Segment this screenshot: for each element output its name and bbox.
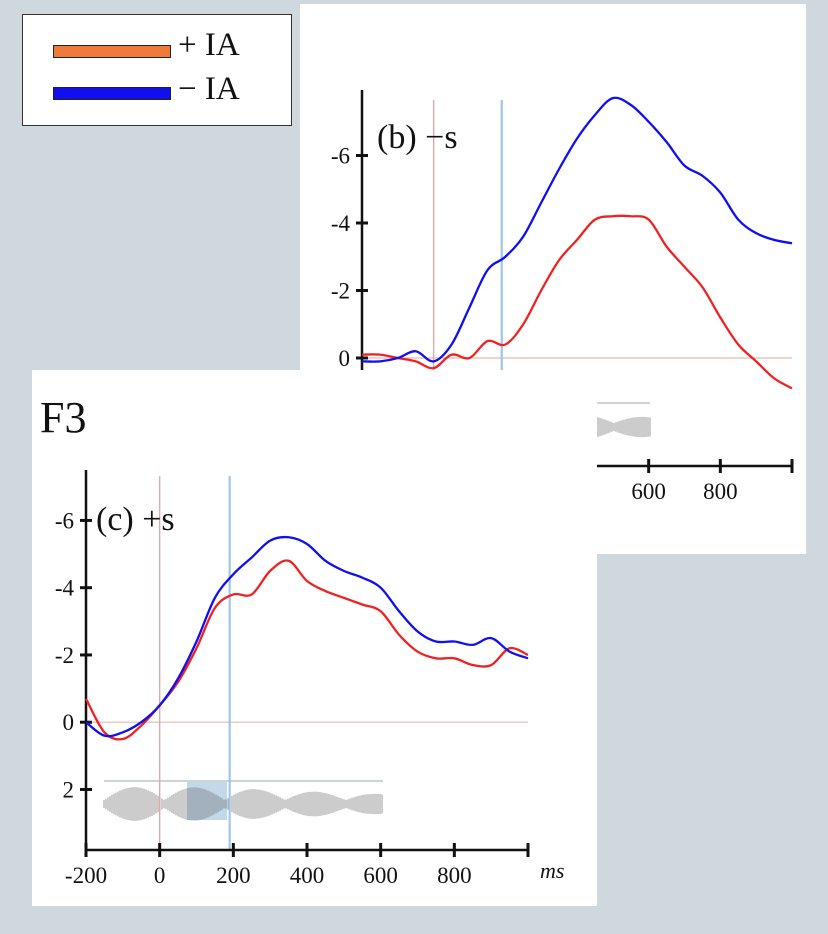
- panel-c-background: [32, 370, 597, 906]
- legend: + IA − IA: [22, 14, 292, 126]
- legend-swatch-minus-ia: [53, 87, 171, 100]
- electrode-label: F3: [40, 393, 87, 442]
- legend-label-minus-ia: − IA: [178, 71, 240, 107]
- x-unit-label: ms: [540, 858, 565, 883]
- legend-label-plus-ia: + IA: [178, 27, 240, 63]
- legend-swatch-plus-ia: [53, 45, 171, 58]
